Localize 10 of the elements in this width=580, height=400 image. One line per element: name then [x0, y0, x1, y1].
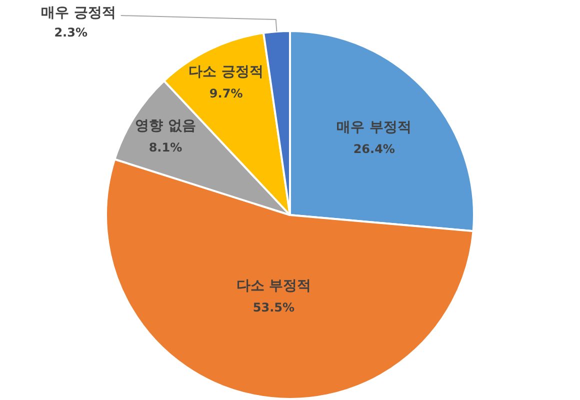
data-label: 26.4%: [353, 142, 395, 156]
data-label: 2.3%: [54, 26, 88, 40]
data-label: 53.5%: [252, 300, 295, 314]
slice-label: 다소 부정적: [236, 278, 312, 294]
slice-label: 다소 긍정적: [188, 64, 264, 80]
slice-label: 매우 부정적: [336, 120, 412, 136]
slice-label: 영향 없음: [135, 118, 196, 134]
data-label: 9.7%: [209, 86, 243, 101]
data-label: 8.1%: [148, 140, 182, 155]
slice-label: 매우 긍정적: [40, 5, 116, 22]
